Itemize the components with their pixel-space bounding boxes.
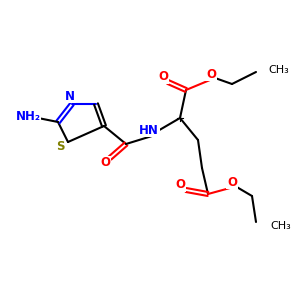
Text: O: O <box>206 68 216 80</box>
Text: S: S <box>56 140 64 152</box>
Text: O: O <box>175 178 185 191</box>
Text: CH₃: CH₃ <box>268 65 289 75</box>
Text: CH₃: CH₃ <box>270 221 291 231</box>
Text: NH₂: NH₂ <box>16 110 41 124</box>
Text: N: N <box>65 89 75 103</box>
Text: O: O <box>158 70 168 83</box>
Text: O: O <box>227 176 237 188</box>
Text: O: O <box>100 157 110 169</box>
Text: HN: HN <box>139 124 159 136</box>
